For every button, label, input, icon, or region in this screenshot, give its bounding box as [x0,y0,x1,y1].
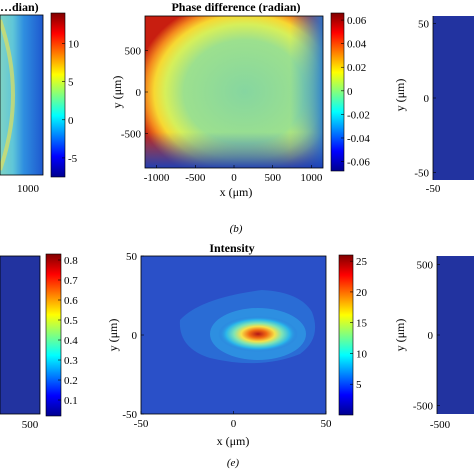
phase-heatmap-bottom-edge [145,132,323,168]
intensity-colorbar [338,254,354,416]
colorbar-tick-label: 0.8 [64,255,78,267]
bottom-left-heatmap [0,256,40,414]
colorbar-tick-label: 10 [68,39,80,51]
top-right-y-label: y (μm) [393,79,407,112]
colorbar-tick-label: 15 [356,318,368,330]
x-tick-label: 50 [321,418,333,430]
y-tick-label: 500 [125,46,142,58]
y-tick-label: 50 [418,18,430,30]
colorbar-tick-label: 20 [356,287,368,299]
colorbar-tick-label: 5 [68,77,74,89]
intensity-x-ticks: -50 0 50 [134,411,332,430]
colorbar-tick-label: 0.3 [64,355,78,367]
colorbar-tick-label: 0.06 [347,15,367,27]
bottom-right-x-tick: -500 [430,419,451,431]
phase-x-label: x (μm) [220,185,253,199]
top-left-x-tick: 1000 [17,183,40,195]
y-tick-label: -50 [122,409,137,421]
top-left-colorbar [50,12,66,178]
y-tick-label: 0 [136,87,142,99]
intensity-y-label: y (μm) [106,319,120,352]
top-right-y-ticks: 50 0 -50 [414,18,436,180]
panel-bottom-right: 500 0 -500 y (μm) -500 [393,256,474,431]
top-left-axes-frame [0,14,44,176]
phase-title: Phase difference (radian) [171,0,300,14]
y-tick-label: 0 [428,330,434,342]
y-tick-label: -500 [413,401,434,413]
intensity-y-ticks: 50 0 -50 [122,251,144,421]
x-tick-label: -500 [185,172,206,184]
intensity-title: Intensity [209,241,254,255]
bottom-left-axes-frame [0,255,41,415]
x-tick-label: -50 [134,418,149,430]
colorbar-tick-label: 0 [68,115,74,127]
phase-y-label: y (μm) [110,76,124,109]
intensity-x-label: x (μm) [217,434,250,448]
colorbar-tick-label: -0.04 [347,133,370,145]
colorbar-tick-label: -0.06 [347,157,370,169]
y-tick-label: -500 [121,128,142,140]
panel-top-right: 50 0 -50 y (μm) -50 [393,16,474,195]
phase-x-ticks: -1000 -500 0 500 1000 [144,165,323,184]
y-tick-label: 0 [424,93,430,105]
bottom-right-y-label: y (μm) [393,319,407,352]
panel-bottom-left: 500 0.8 0.7 0.6 0.5 0.4 0.3 0.2 0.1 [0,253,78,431]
colorbar-tick-label: 25 [356,256,368,268]
top-right-x-tick: -50 [426,183,441,195]
colorbar-tick-label: 0.2 [64,375,78,387]
colorbar-tick-label: 0.1 [64,395,78,407]
intensity-peak [218,316,298,352]
bottom-right-heatmap [437,256,474,414]
bottom-left-colorbar [45,253,62,417]
colorbar-tick-label: -5 [68,153,78,165]
panel-bottom-middle: Intensity -50 0 50 50 0 -50 x (μm) y (μm) 25… [106,241,368,448]
phase-y-ticks: 500 0 -500 [121,46,148,140]
x-tick-label: 0 [231,418,237,430]
caption-b: (b) [230,223,243,235]
phase-colorbar-ticks: 0.06 0.04 0.02 0 -0.02 -0.04 -0.06 [341,15,370,169]
x-tick-label: 500 [264,172,281,184]
caption-e: (e) [227,457,240,469]
top-left-colorbar-ticks: 10 5 0 -5 [62,39,80,165]
y-tick-label: 500 [417,259,434,271]
bottom-left-x-tick: 500 [22,419,39,431]
x-tick-label: 0 [231,172,237,184]
colorbar-tick-label: 10 [356,348,368,360]
bottom-right-y-ticks: 500 0 -500 [413,259,440,413]
y-tick-label: 0 [132,330,138,342]
top-left-arc [0,19,15,171]
panel-top-left-title: …dian) [0,0,39,14]
phase-colorbar [330,12,345,172]
colorbar-tick-label: 0.02 [347,62,366,74]
y-tick-label: -50 [414,168,429,180]
panel-top-middle: Phase difference (radian) -1000 -500 0 500 1… [110,0,370,199]
colorbar-tick-label: -0.02 [347,109,370,121]
colorbar-tick-label: 5 [356,379,362,391]
bottom-left-colorbar-ticks: 0.8 0.7 0.6 0.5 0.4 0.3 0.2 0.1 [58,255,78,407]
intensity-colorbar-ticks: 25 20 15 10 5 [350,256,368,391]
x-tick-label: -1000 [144,172,170,184]
x-tick-label: 1000 [300,172,323,184]
y-tick-label: 50 [126,251,138,263]
panel-top-left: …dian) 1000 10 5 0 -5 [0,0,80,195]
colorbar-tick-label: 0.5 [64,315,78,327]
colorbar-tick-label: 0.6 [64,295,78,307]
colorbar-tick-label: 0.7 [64,275,78,287]
colorbar-tick-label: 0 [347,86,353,98]
top-right-heatmap [433,16,474,180]
colorbar-tick-label: 0.04 [347,39,367,51]
colorbar-tick-label: 0.4 [64,335,78,347]
